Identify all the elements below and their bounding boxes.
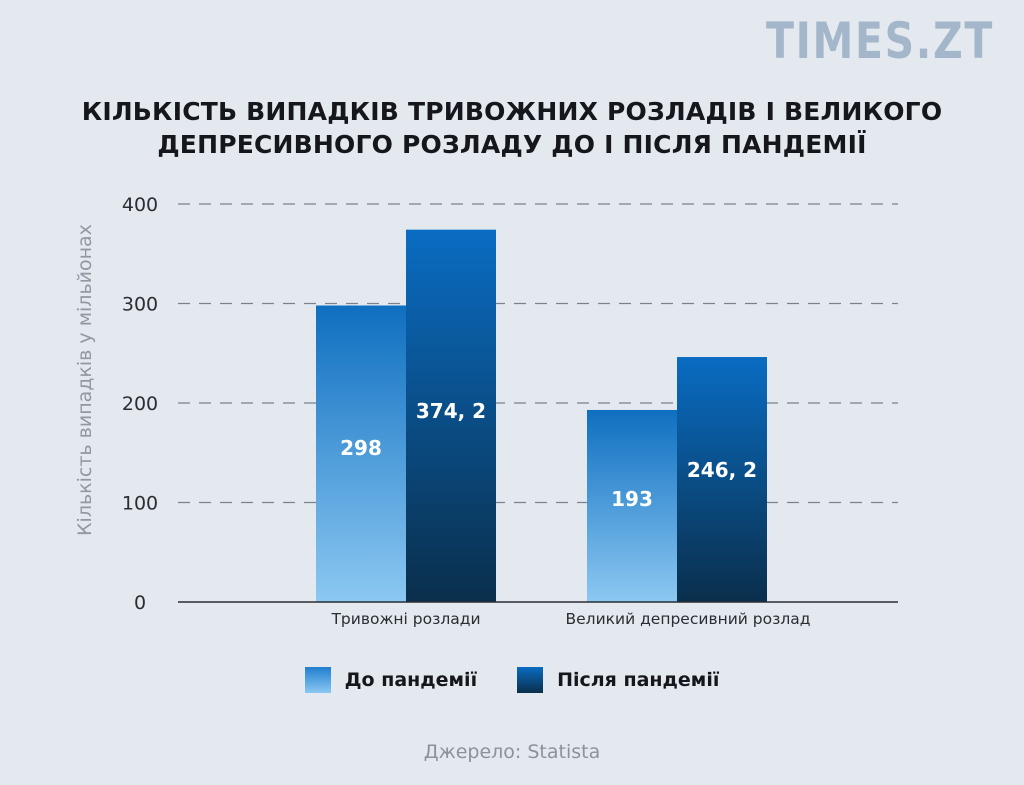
chart-title: КІЛЬКІСТЬ ВИПАДКІВ ТРИВОЖНИХ РОЗЛАДІВ І …: [60, 95, 964, 161]
data-label: 193: [611, 487, 653, 511]
chart-title-line-1: КІЛЬКІСТЬ ВИПАДКІВ ТРИВОЖНИХ РОЗЛАДІВ І …: [81, 97, 943, 126]
legend-swatch-before: [304, 667, 331, 693]
site-logo: TIMES.ZT: [766, 12, 994, 70]
x-tick-label: Тривожні розлади: [330, 610, 480, 628]
axes: 0 100 200 300 400 Тривожні розлади Великий деп…: [122, 194, 898, 628]
x-tick-label: Великий депресивний розлад: [566, 610, 811, 628]
legend-swatch-after: [517, 667, 544, 693]
y-tick-label: 0: [134, 592, 146, 614]
data-label: 374, 2: [416, 399, 486, 423]
chart-title-line-2: ДЕПРЕСИВНОГО РОЗЛАДУ ДО І ПІСЛЯ ПАНДЕМІЇ: [157, 130, 867, 159]
data-label: 246, 2: [687, 458, 757, 482]
bar-after-0: [406, 229, 496, 602]
y-tick-label: 400: [122, 194, 158, 216]
legend-label-before: До пандемії: [344, 669, 478, 691]
source-note: Джерело: Statista: [423, 741, 601, 763]
bars: [316, 229, 767, 602]
gridlines: [178, 203, 898, 504]
bar-before-1: [587, 409, 677, 602]
legend-item-before: До пандемії: [304, 667, 478, 693]
legend: До пандемії Після пандемії: [0, 667, 1024, 693]
legend-item-after: Після пандемії: [517, 667, 719, 693]
y-tick-label: 200: [122, 393, 158, 415]
y-tick-label: 100: [122, 493, 158, 515]
bar-before-0: [316, 305, 406, 602]
data-label: 298: [340, 436, 382, 460]
y-tick-label: 300: [122, 294, 158, 316]
bar-after-1: [677, 357, 767, 602]
legend-label-after: Після пандемії: [557, 669, 720, 691]
data-labels: 298 193 374, 2 246, 2: [340, 399, 757, 511]
